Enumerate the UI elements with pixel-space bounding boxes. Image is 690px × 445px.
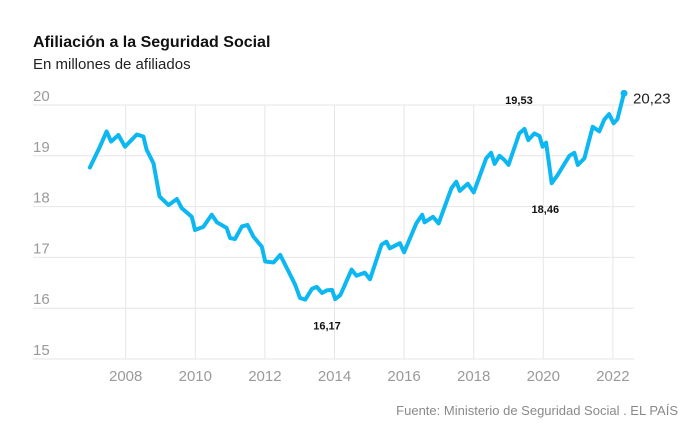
y-tick-label: 18 <box>33 190 50 207</box>
x-tick-label: 2012 <box>248 368 281 385</box>
annotation-label: 20,23 <box>633 90 671 107</box>
series-line-afiliados <box>87 91 626 302</box>
y-tick-label: 19 <box>33 139 50 156</box>
chart-subtitle: En millones de afiliados <box>33 56 191 73</box>
last-point-marker <box>620 89 628 97</box>
x-tick-label: 2018 <box>457 368 490 385</box>
source-note: Fuente: Ministerio de Seguridad Social .… <box>396 403 678 418</box>
y-tick-label: 16 <box>33 291 50 308</box>
x-tick-label: 2010 <box>179 368 212 385</box>
x-tick-label: 2016 <box>387 368 420 385</box>
x-tick-label: 2020 <box>527 368 560 385</box>
annotation-label: 18,46 <box>532 204 560 216</box>
y-tick-label: 20 <box>33 88 50 105</box>
chart-title: Afiliación a la Seguridad Social <box>33 34 271 51</box>
x-tick-label: 2008 <box>109 368 142 385</box>
annotation-label: 16,17 <box>313 321 341 333</box>
y-tick-label: 15 <box>33 342 50 359</box>
x-tick-label: 2022 <box>596 368 629 385</box>
annotation-label: 19,53 <box>505 95 533 107</box>
y-tick-label: 17 <box>33 240 50 257</box>
x-tick-label: 2014 <box>318 368 351 385</box>
